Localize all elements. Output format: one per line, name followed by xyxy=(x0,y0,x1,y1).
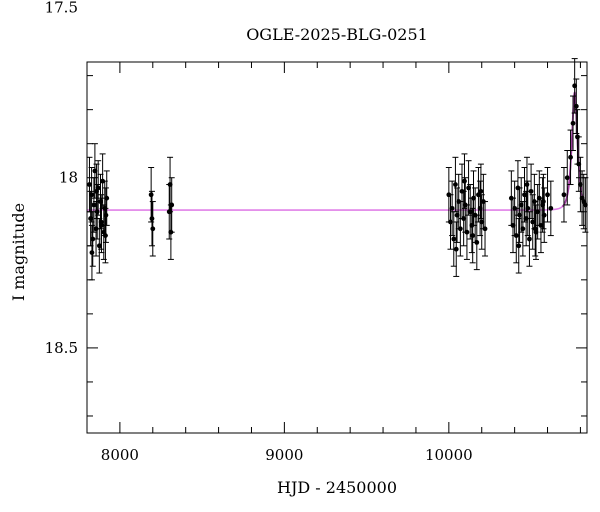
data-point xyxy=(573,78,580,134)
point-marker xyxy=(541,199,546,204)
data-point xyxy=(103,170,110,226)
point-marker xyxy=(482,226,488,232)
data-point xyxy=(453,221,460,277)
point-marker xyxy=(148,192,154,198)
point-marker xyxy=(525,205,531,211)
point-marker xyxy=(528,188,534,194)
point-marker xyxy=(94,188,99,194)
data-point xyxy=(102,207,109,264)
point-marker xyxy=(474,239,480,245)
point-marker xyxy=(568,154,573,160)
data-point xyxy=(477,163,484,220)
point-marker xyxy=(149,216,155,221)
data-point xyxy=(454,187,461,243)
point-marker xyxy=(103,233,108,238)
point-marker xyxy=(548,205,554,211)
point-marker xyxy=(89,250,95,256)
point-marker xyxy=(451,236,457,242)
plot-frame xyxy=(86,61,588,434)
data-point xyxy=(461,153,468,209)
point-marker xyxy=(564,175,570,181)
point-marker xyxy=(545,192,550,198)
data-point xyxy=(467,184,474,240)
x-tick-label: 8000 xyxy=(101,446,139,464)
point-marker xyxy=(87,182,92,187)
point-marker xyxy=(478,188,484,194)
data-point xyxy=(148,190,155,247)
data-point xyxy=(560,167,567,223)
data-point xyxy=(547,180,554,237)
point-marker xyxy=(524,182,530,187)
point-marker xyxy=(457,226,463,232)
point-marker xyxy=(541,212,547,218)
data-point xyxy=(98,194,105,250)
point-marker xyxy=(453,246,459,252)
point-marker xyxy=(449,205,455,211)
point-marker xyxy=(513,233,519,238)
point-marker xyxy=(462,178,467,184)
point-marker xyxy=(98,219,104,225)
y-axis-label: I magnitude xyxy=(9,203,28,301)
y-tick-label: 17.5 xyxy=(45,0,78,17)
point-marker xyxy=(89,192,95,198)
data-point xyxy=(523,156,530,213)
y-tick-label: 18.5 xyxy=(45,339,78,357)
observations-layer xyxy=(86,58,589,281)
point-marker xyxy=(520,226,526,232)
data-point xyxy=(567,129,574,186)
x-axis-label: HJD - 2450000 xyxy=(277,478,397,497)
data-point xyxy=(88,224,95,281)
data-point xyxy=(515,218,522,274)
point-marker xyxy=(169,202,175,208)
point-marker xyxy=(94,209,100,215)
point-marker xyxy=(532,226,538,232)
data-point xyxy=(168,177,175,233)
point-marker xyxy=(96,243,102,249)
data-point xyxy=(540,173,547,230)
point-marker xyxy=(464,229,470,235)
point-marker xyxy=(573,103,579,109)
axes-layer: 8000 9000 10000 17.5 18 18.5 xyxy=(45,0,588,464)
point-marker xyxy=(453,182,458,187)
data-point xyxy=(149,201,156,257)
model-curve xyxy=(87,92,588,211)
data-point xyxy=(93,163,100,220)
x-tick-label: 9000 xyxy=(265,446,303,464)
point-marker xyxy=(527,236,532,242)
data-point xyxy=(463,204,470,260)
x-tick-label: 10000 xyxy=(425,446,473,464)
data-point xyxy=(532,201,539,257)
point-marker xyxy=(104,195,110,201)
point-marker xyxy=(470,233,476,238)
y-tick-label: 18 xyxy=(59,169,78,187)
data-point xyxy=(544,167,551,223)
point-marker xyxy=(150,226,156,232)
data-point xyxy=(482,201,489,257)
point-marker xyxy=(561,192,567,198)
data-point xyxy=(469,207,476,264)
point-marker xyxy=(91,202,97,208)
data-point xyxy=(452,156,459,213)
point-marker xyxy=(570,120,576,126)
chart-title: OGLE-2025-BLG-0251 xyxy=(246,25,428,44)
model-curve-layer xyxy=(87,90,588,211)
data-point xyxy=(457,201,464,257)
data-point xyxy=(564,149,571,206)
point-marker xyxy=(516,243,522,249)
